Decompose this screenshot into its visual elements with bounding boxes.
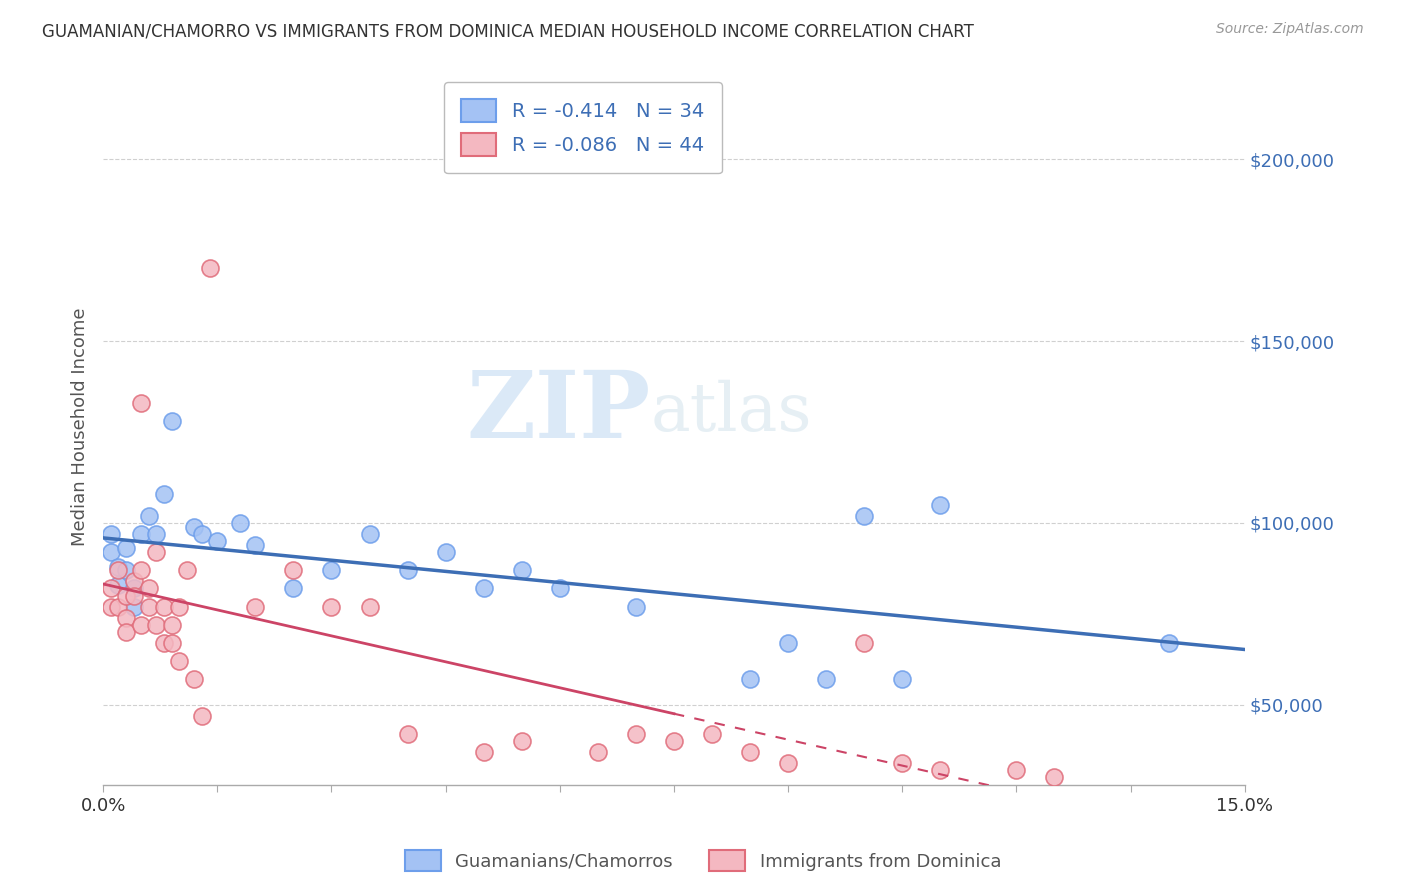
Text: GUAMANIAN/CHAMORRO VS IMMIGRANTS FROM DOMINICA MEDIAN HOUSEHOLD INCOME CORRELATI: GUAMANIAN/CHAMORRO VS IMMIGRANTS FROM DO… <box>42 22 974 40</box>
Point <box>245 538 267 552</box>
Point <box>160 636 183 650</box>
Point <box>100 527 122 541</box>
Point <box>115 563 138 577</box>
Point <box>183 519 205 533</box>
Point <box>321 563 343 577</box>
Point <box>778 756 800 770</box>
Point <box>122 599 145 614</box>
Point <box>321 599 343 614</box>
Point <box>138 508 160 523</box>
Point <box>107 599 129 614</box>
Text: atlas: atlas <box>651 380 813 445</box>
Point <box>153 487 176 501</box>
Point <box>778 636 800 650</box>
Point <box>548 582 571 596</box>
Point <box>815 673 838 687</box>
Point <box>100 545 122 559</box>
Point <box>129 617 152 632</box>
Point <box>100 582 122 596</box>
Point <box>145 617 167 632</box>
Point <box>359 599 381 614</box>
Legend: Guamanians/Chamorros, Immigrants from Dominica: Guamanians/Chamorros, Immigrants from Do… <box>398 843 1008 879</box>
Point <box>929 498 952 512</box>
Point <box>891 756 914 770</box>
Point <box>1043 771 1066 785</box>
Point <box>738 673 761 687</box>
Point <box>891 673 914 687</box>
Point <box>129 563 152 577</box>
Point <box>153 636 176 650</box>
Text: ZIP: ZIP <box>467 368 651 458</box>
Point <box>122 589 145 603</box>
Point <box>160 414 183 428</box>
Point <box>359 527 381 541</box>
Point <box>107 563 129 577</box>
Point <box>1005 763 1028 777</box>
Point <box>115 541 138 556</box>
Point <box>229 516 252 530</box>
Point <box>853 636 876 650</box>
Point <box>1157 636 1180 650</box>
Point <box>122 574 145 589</box>
Point <box>662 734 685 748</box>
Point <box>207 534 229 549</box>
Point <box>283 582 305 596</box>
Point <box>129 527 152 541</box>
Point <box>586 745 609 759</box>
Point <box>396 727 419 741</box>
Point <box>107 559 129 574</box>
Point <box>115 610 138 624</box>
Legend: R = -0.414   N = 34, R = -0.086   N = 44: R = -0.414 N = 34, R = -0.086 N = 44 <box>444 82 721 173</box>
Point <box>183 673 205 687</box>
Point <box>129 396 152 410</box>
Point <box>167 599 190 614</box>
Point <box>138 582 160 596</box>
Point <box>145 527 167 541</box>
Point <box>700 727 723 741</box>
Point <box>138 599 160 614</box>
Point <box>510 734 533 748</box>
Point <box>245 599 267 614</box>
Point <box>510 563 533 577</box>
Point <box>396 563 419 577</box>
Point <box>160 617 183 632</box>
Point <box>624 599 647 614</box>
Point <box>472 745 495 759</box>
Point <box>153 599 176 614</box>
Point <box>929 763 952 777</box>
Point <box>115 625 138 640</box>
Point <box>145 545 167 559</box>
Point <box>283 563 305 577</box>
Point <box>191 527 214 541</box>
Point <box>191 708 214 723</box>
Text: Source: ZipAtlas.com: Source: ZipAtlas.com <box>1216 22 1364 37</box>
Y-axis label: Median Household Income: Median Household Income <box>72 308 89 546</box>
Point <box>738 745 761 759</box>
Point <box>198 261 221 276</box>
Point <box>100 599 122 614</box>
Point <box>107 578 129 592</box>
Point <box>624 727 647 741</box>
Point <box>853 508 876 523</box>
Point <box>167 654 190 668</box>
Point <box>176 563 198 577</box>
Point <box>122 582 145 596</box>
Point <box>434 545 457 559</box>
Point <box>115 589 138 603</box>
Point <box>472 582 495 596</box>
